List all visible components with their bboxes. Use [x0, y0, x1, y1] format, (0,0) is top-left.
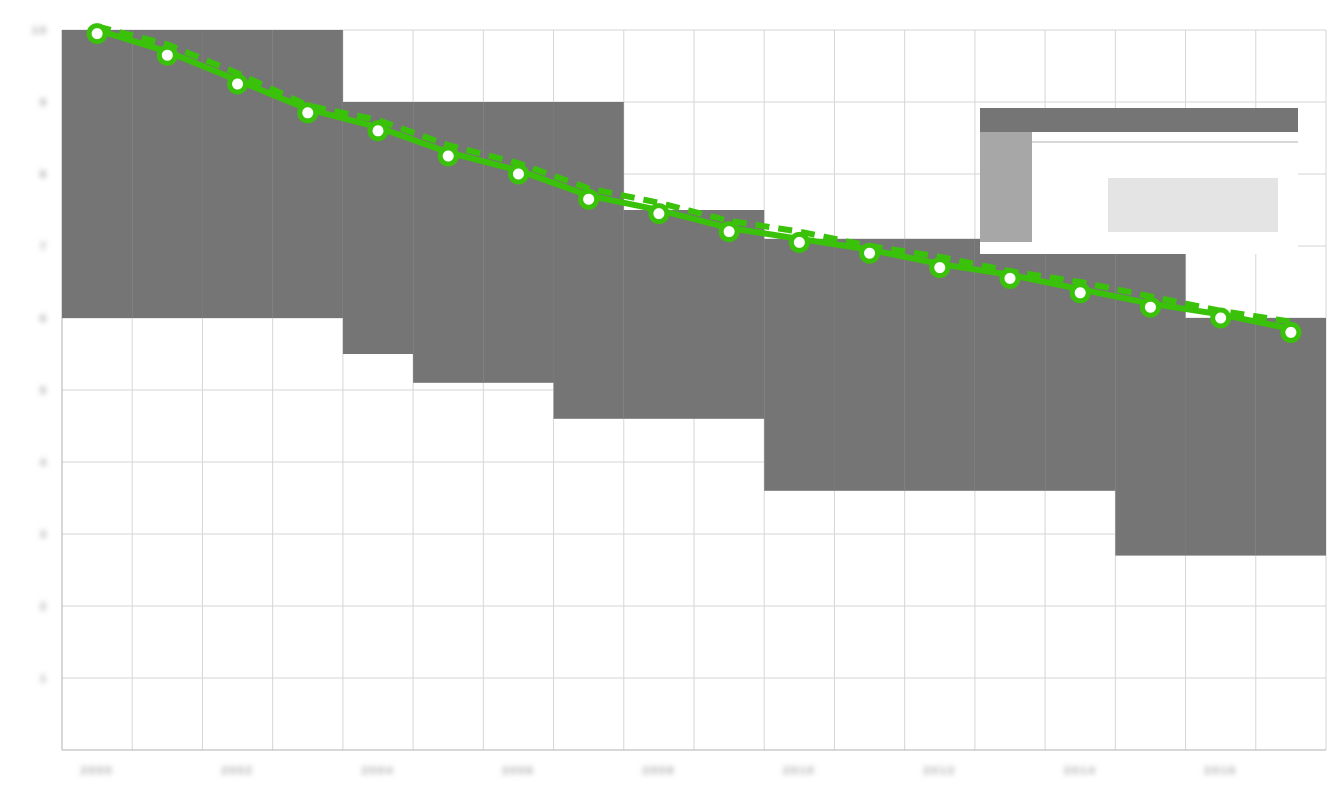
y-tick-label: 7 [40, 241, 48, 253]
y-tick-label: 10 [32, 25, 48, 37]
x-tick-label: 2016 [1204, 765, 1236, 777]
x-tick-label: 2012 [924, 765, 956, 777]
legend [980, 108, 1298, 254]
y-tick-label: 8 [40, 169, 48, 181]
chart-canvas: 1 2 3 4 5 6 7 8 9 10 2000 2002 2004 2006 2008 2010 2012 2… [0, 0, 1338, 809]
y-tick-label: 5 [40, 385, 48, 397]
burndown-chart: 1 2 3 4 5 6 7 8 9 10 2000 2002 2004 2006 2008 2010 2012 2… [0, 0, 1338, 809]
x-tick-label: 2000 [81, 765, 113, 777]
y-tick-label: 4 [40, 457, 48, 469]
y-tick-label: 2 [40, 601, 48, 613]
x-tick-label: 2006 [502, 765, 534, 777]
y-tick-label: 9 [40, 97, 48, 109]
x-tick-label: 2008 [643, 765, 675, 777]
y-tick-label: 6 [40, 313, 48, 325]
x-tick-label: 2002 [221, 765, 253, 777]
x-tick-label: 2014 [1064, 765, 1096, 777]
x-tick-label: 2010 [783, 765, 815, 777]
y-tick-label: 3 [40, 529, 48, 541]
x-tick-label: 2004 [362, 765, 394, 777]
y-tick-label: 1 [40, 673, 48, 685]
